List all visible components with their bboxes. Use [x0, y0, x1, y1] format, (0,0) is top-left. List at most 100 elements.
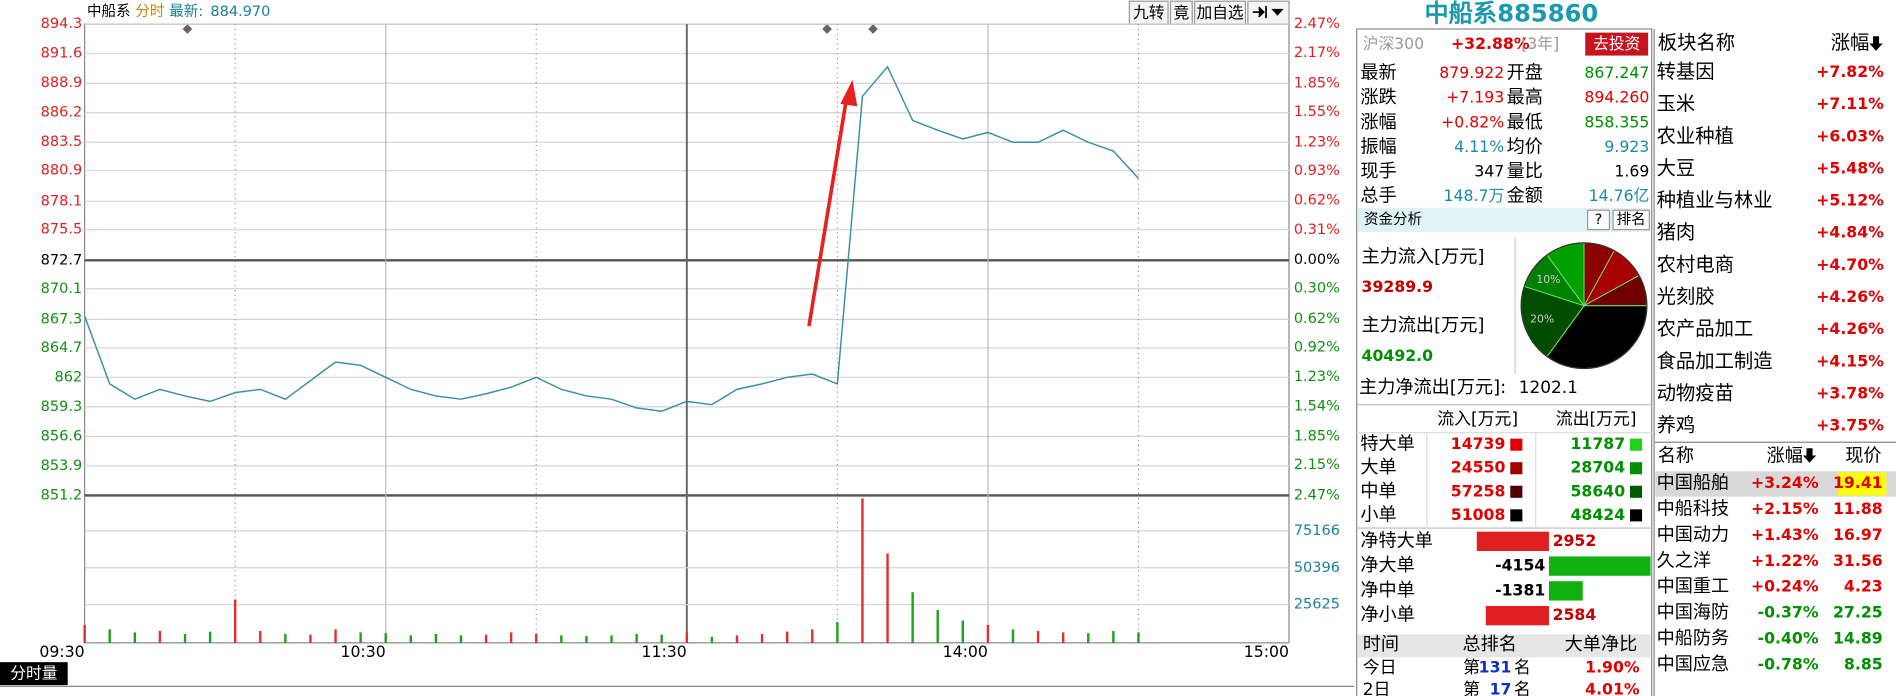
index-name: 沪深300: [1363, 34, 1424, 53]
y2-tick-label: 0.62%: [1294, 311, 1340, 327]
sector-change: +4.70%: [1816, 255, 1884, 274]
outflow-label: 主力流出[万元]: [1362, 315, 1485, 336]
stock-name[interactable]: 中国重工: [1657, 576, 1730, 597]
orders-header: 流入[万元]: [1437, 408, 1518, 428]
y2-tick-label: 0.62%: [1294, 193, 1340, 209]
sector-name[interactable]: 玉米: [1657, 92, 1696, 115]
chart-mode: 分时: [135, 3, 164, 20]
sector-name[interactable]: 养鸡: [1657, 414, 1696, 437]
fund-title: 资金分析: [1364, 211, 1422, 228]
net-order-value: -1381: [1495, 580, 1545, 599]
volume-bar: [735, 635, 739, 643]
stock-change: -0.40%: [1758, 629, 1819, 648]
volume-bar: [284, 633, 287, 643]
volume-bar: [108, 629, 111, 643]
sector-name[interactable]: 猪肉: [1657, 221, 1696, 244]
volume-bar: [484, 634, 488, 643]
sector-name[interactable]: 农村电商: [1657, 253, 1734, 276]
volume-bar: [158, 630, 162, 643]
price-highlight: [1837, 472, 1887, 496]
inflow-value: 39289.9: [1362, 277, 1434, 296]
y2-tick-label: 0.00%: [1294, 252, 1340, 268]
volume-bar: [861, 498, 864, 643]
stock-price: 11.88: [1833, 499, 1883, 518]
rank-header-bg: [1357, 634, 1651, 658]
sector-change: +5.12%: [1816, 191, 1884, 210]
volume-bar: [760, 633, 764, 643]
fund-rank[interactable]: 排名: [1617, 211, 1646, 228]
x-tick-label: 10:30: [340, 642, 385, 661]
toolbar-button[interactable]: 九转: [1133, 3, 1165, 22]
volume-bar: [961, 620, 965, 643]
sector-change: +7.11%: [1816, 94, 1884, 113]
y2-tick-label: 0.92%: [1294, 340, 1340, 356]
volume-tick-label: 75166: [1294, 523, 1340, 539]
stock-name[interactable]: 中国海防: [1657, 602, 1730, 623]
help-button[interactable]: [1587, 209, 1611, 231]
quote-value: 879.922: [1439, 63, 1504, 82]
rank-value: 131: [1479, 658, 1512, 677]
order-swatch: [1510, 462, 1523, 475]
rank-ratio: 1.90%: [1585, 658, 1640, 677]
volume-bar: [585, 636, 588, 643]
order-in: 57258: [1451, 481, 1506, 500]
sector-name[interactable]: 光刻胶: [1657, 285, 1715, 308]
y2-tick-label: 0.93%: [1294, 163, 1340, 179]
volume-bar: [936, 610, 939, 643]
sector-name[interactable]: 转基因: [1657, 60, 1715, 83]
sector-name[interactable]: 食品加工制造: [1657, 349, 1773, 372]
sector-name[interactable]: 动物疫苗: [1657, 381, 1734, 404]
stock-name[interactable]: 中国动力: [1657, 524, 1730, 545]
rank-period: 2日: [1363, 679, 1391, 696]
quote-label: 最低: [1507, 112, 1543, 133]
rank-button[interactable]: [1612, 209, 1650, 231]
chart-name: 中船系: [87, 3, 131, 20]
net-order-label: 净大单: [1360, 555, 1414, 576]
volume-tab[interactable]: 分时量: [10, 664, 57, 683]
toolbar-button[interactable]: 加自选: [1196, 3, 1243, 22]
volume-bar: [1011, 629, 1015, 643]
stock-name[interactable]: 中船科技: [1657, 498, 1730, 519]
annotation-arrowhead: [840, 79, 858, 107]
invest-button-bg[interactable]: [1585, 32, 1649, 56]
index-change: +32.88%: [1451, 34, 1530, 53]
stock-name[interactable]: 中船防务: [1657, 628, 1730, 649]
y-tick-label: 888.9: [41, 75, 83, 91]
y-tick-label: 875.5: [41, 222, 83, 238]
sector-header: 涨幅: [1831, 31, 1870, 54]
stock-change: -0.37%: [1758, 603, 1819, 622]
y-tick-label: 867.3: [41, 311, 83, 327]
order-label: 大单: [1360, 457, 1396, 478]
sector-change: +4.15%: [1816, 351, 1884, 370]
annotation-arrow: [807, 98, 849, 327]
stock-name[interactable]: 中国船舶: [1657, 472, 1730, 493]
stock-name[interactable]: 中国应急: [1657, 654, 1730, 675]
invest-button[interactable]: 去投资: [1593, 34, 1640, 53]
inflow-label: 主力流入[万元]: [1362, 246, 1485, 267]
sector-name[interactable]: 农产品加工: [1657, 317, 1754, 340]
order-label: 特大单: [1360, 434, 1414, 455]
sector-change: +7.82%: [1816, 62, 1884, 81]
sector-name[interactable]: 种植业与林业: [1657, 189, 1773, 212]
quote-label: 现手: [1360, 161, 1396, 182]
sector-name[interactable]: 大豆: [1657, 156, 1696, 179]
outflow-value: 40492.0: [1362, 346, 1434, 365]
sector-name[interactable]: 农业种植: [1657, 124, 1734, 147]
volume-bar: [384, 633, 387, 643]
net-bar: [1485, 605, 1549, 626]
volume-bar: [183, 633, 187, 643]
stock-name[interactable]: 久之洋: [1657, 550, 1711, 571]
volume-bar: [459, 635, 463, 643]
order-out: 48424: [1570, 505, 1625, 524]
sort-arrow[interactable]: [1869, 36, 1883, 51]
fund-help[interactable]: ?: [1595, 212, 1603, 228]
net-order-label: 净中单: [1360, 580, 1414, 601]
tab-bg[interactable]: [0, 662, 68, 686]
toolbar-icon: [1252, 6, 1284, 19]
order-swatch: [1510, 509, 1523, 522]
x-tick-label: 09:30: [39, 642, 84, 661]
pie-border: [1520, 242, 1648, 370]
latest-value: 884.970: [210, 4, 270, 20]
toolbar-button[interactable]: 竟: [1174, 3, 1190, 22]
stock-price: 4.23: [1844, 577, 1883, 596]
